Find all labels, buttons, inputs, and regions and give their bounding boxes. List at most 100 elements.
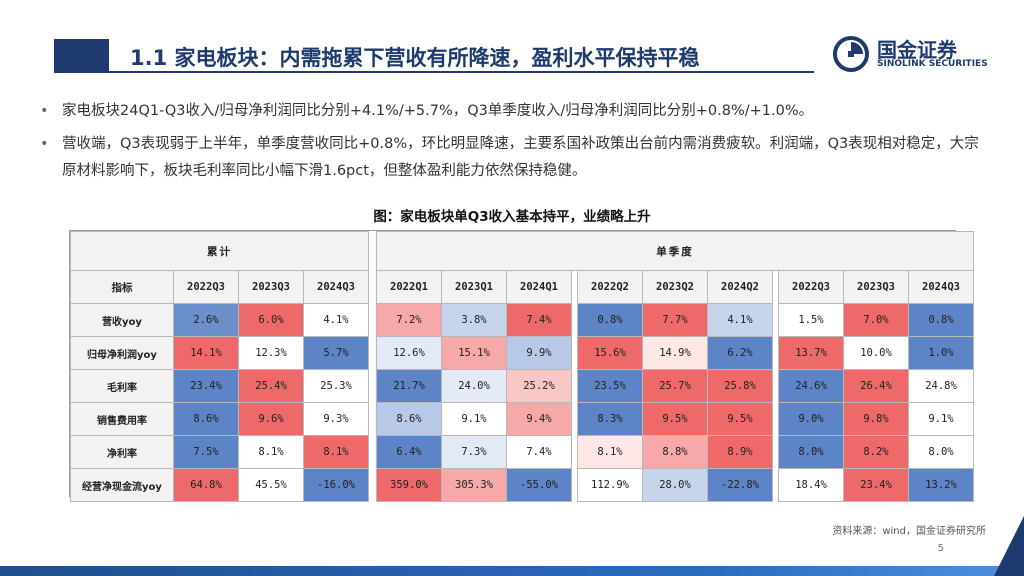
column-header: 2024Q3: [908, 270, 974, 304]
value-cell: 23.4%: [843, 468, 909, 502]
value-cell: 13.7%: [778, 336, 844, 370]
value-cell: 9.1%: [441, 402, 507, 436]
column-gap: [368, 435, 377, 469]
value-cell: 25.8%: [707, 369, 773, 403]
value-cell: 8.6%: [173, 402, 239, 436]
column-header: 2024Q3: [303, 270, 369, 304]
row-header: 归母净利润yoy: [70, 336, 174, 370]
value-cell: 9.9%: [506, 336, 572, 370]
value-cell: 7.2%: [376, 303, 442, 337]
value-cell: 9.6%: [238, 402, 304, 436]
value-cell: 24.6%: [778, 369, 844, 403]
value-cell: 25.2%: [506, 369, 572, 403]
column-gap: [772, 468, 779, 502]
value-cell: 13.2%: [908, 468, 974, 502]
figure-caption: 图：家电板块单Q3收入基本持平，业绩略上升: [373, 209, 651, 225]
bullet-list: 家电板块24Q1-Q3收入/归母净利润同比分别+4.1%/+5.7%，Q3单季度…: [40, 98, 990, 191]
value-cell: 7.0%: [843, 303, 909, 337]
value-cell: 0.8%: [908, 303, 974, 337]
column-header: 2023Q1: [441, 270, 507, 304]
footer-corner: [994, 516, 1024, 576]
table-row: 销售费用率 8.6% 9.6% 9.3% 8.6% 9.1% 9.4% 8.3% 9.5% 9.5…: [70, 402, 974, 436]
value-cell: 112.9%: [577, 468, 643, 502]
value-cell: 7.7%: [642, 303, 708, 337]
value-cell: 14.9%: [642, 336, 708, 370]
value-cell: 9.3%: [303, 402, 369, 436]
value-cell: 9.8%: [843, 402, 909, 436]
value-cell: -22.8%: [707, 468, 773, 502]
company-logo: 国金证券 SINOLINK SECURITIES: [833, 34, 1003, 74]
value-cell: 8.2%: [843, 435, 909, 469]
value-cell: 12.6%: [376, 336, 442, 370]
table-row: 净利率 7.5% 8.1% 8.1% 6.4% 7.3% 7.4% 8.1% 8.8% 8.9% 8…: [70, 435, 974, 469]
column-gap: [571, 369, 578, 403]
title-accent-block: [54, 39, 109, 72]
row-header: 销售费用率: [70, 402, 174, 436]
column-header: 2024Q2: [707, 270, 773, 304]
row-header: 营收yoy: [70, 303, 174, 337]
column-gap: [368, 303, 377, 337]
column-header: 2023Q3: [843, 270, 909, 304]
column-gap: [772, 303, 779, 337]
value-cell: 6.2%: [707, 336, 773, 370]
value-cell: 18.4%: [778, 468, 844, 502]
column-gap: [571, 435, 578, 469]
column-gap: [571, 402, 578, 436]
column-gap: [571, 336, 578, 370]
column-gap: [571, 303, 578, 337]
column-header: 2022Q2: [577, 270, 643, 304]
value-cell: 8.3%: [577, 402, 643, 436]
column-gap: [772, 336, 779, 370]
value-cell: -16.0%: [303, 468, 369, 502]
column-header: 2024Q1: [506, 270, 572, 304]
value-cell: 24.0%: [441, 369, 507, 403]
value-cell: 8.8%: [642, 435, 708, 469]
value-cell: 4.1%: [303, 303, 369, 337]
value-cell: 9.5%: [707, 402, 773, 436]
value-cell: 8.1%: [577, 435, 643, 469]
page-number: 5: [937, 543, 944, 554]
column-gap: [368, 468, 377, 502]
value-cell: 4.1%: [707, 303, 773, 337]
value-cell: 7.4%: [506, 303, 572, 337]
value-cell: 8.1%: [303, 435, 369, 469]
table-row: 经营净现金流yoy 64.8% 45.5% -16.0% 359.0% 305.3% -55…: [70, 468, 974, 502]
data-table: 累计 单季度 指标 2022Q3 2023Q3 2024Q3 2022Q1 2023Q1 202…: [69, 230, 974, 502]
column-header: 2022Q3: [173, 270, 239, 304]
group-header-cumulative: 累计: [70, 231, 369, 271]
value-cell: -55.0%: [506, 468, 572, 502]
logo-text-en: SINOLINK SECURITIES: [877, 59, 988, 69]
row-header: 毛利率: [70, 369, 174, 403]
value-cell: 15.6%: [577, 336, 643, 370]
column-gap: [772, 369, 779, 403]
value-cell: 9.4%: [506, 402, 572, 436]
value-cell: 8.0%: [778, 435, 844, 469]
page-title: 1.1 家电板块：内需拖累下营收有所降速，盈利水平保持平稳: [130, 46, 700, 70]
value-cell: 14.1%: [173, 336, 239, 370]
value-cell: 8.9%: [707, 435, 773, 469]
value-cell: 24.8%: [908, 369, 974, 403]
heatmap-table: 累计 单季度 指标 2022Q3 2023Q3 2024Q3 2022Q1 2023Q1 202…: [70, 231, 974, 502]
value-cell: 1.0%: [908, 336, 974, 370]
column-header: 2023Q2: [642, 270, 708, 304]
title-underline: [54, 71, 814, 73]
column-header-row: 指标 2022Q3 2023Q3 2024Q3 2022Q1 2023Q1 2024Q1 20…: [70, 270, 974, 304]
value-cell: 7.4%: [506, 435, 572, 469]
value-cell: 359.0%: [376, 468, 442, 502]
value-cell: 7.3%: [441, 435, 507, 469]
column-header: 2022Q1: [376, 270, 442, 304]
row-header: 经营净现金流yoy: [70, 468, 174, 502]
value-cell: 25.7%: [642, 369, 708, 403]
table-row: 归母净利润yoy 14.1% 12.3% 5.7% 12.6% 15.1% 9.9% 15.6…: [70, 336, 974, 370]
column-gap: [772, 270, 779, 304]
source-note: 资料来源：wind，国金证券研究所: [832, 526, 986, 537]
group-header-row: 累计 单季度: [70, 231, 974, 271]
value-cell: 21.7%: [376, 369, 442, 403]
value-cell: 64.8%: [173, 468, 239, 502]
value-cell: 1.5%: [778, 303, 844, 337]
value-cell: 3.8%: [441, 303, 507, 337]
index-header: 指标: [70, 270, 174, 304]
column-gap: [368, 231, 377, 271]
value-cell: 2.6%: [173, 303, 239, 337]
row-header: 净利率: [70, 435, 174, 469]
